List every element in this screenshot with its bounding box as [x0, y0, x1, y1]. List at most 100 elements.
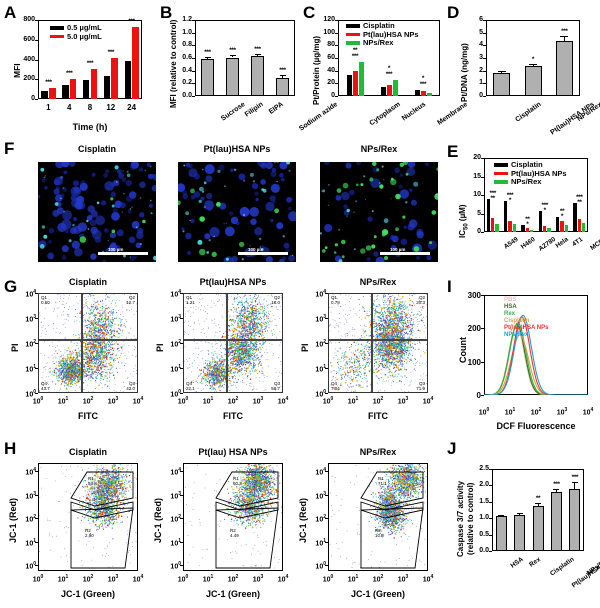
y-tick: 100: [25, 561, 36, 571]
x-tick: EIPA: [267, 101, 285, 116]
legend-label: NPs/Rex: [504, 332, 529, 338]
error-bar: [232, 54, 233, 58]
quadrant-label-q4: Q4 7.04: [331, 380, 340, 391]
significance-marker: ***: [45, 79, 52, 87]
bar: [49, 88, 56, 99]
legend-swatch-nps: [494, 171, 508, 175]
legend-label: Pt(lau)HSA NPs: [504, 325, 549, 331]
x-tick: H460: [519, 236, 537, 251]
y-tick: 5: [477, 209, 481, 217]
x-tick: 100: [177, 396, 189, 406]
x-tick: 101: [57, 396, 69, 406]
x-tick: 103: [556, 407, 568, 417]
y-tick-mark: [180, 293, 183, 294]
x-tick: 102: [82, 396, 94, 406]
panel-j-ylabel-line1: Caspase 3/7 activity: [456, 480, 465, 557]
x-tick: Cisplatin: [514, 101, 543, 124]
significance-marker: *: [421, 75, 425, 83]
legend-row: PBS: [504, 297, 548, 303]
micrograph-title: Pt(lau)HSA NPs: [203, 144, 271, 154]
y-tick: 400: [23, 55, 35, 63]
y-tick: 101: [315, 364, 326, 374]
x-tick: 8: [87, 103, 93, 112]
y-tick: 102: [25, 339, 36, 349]
y-tick-mark: [192, 45, 195, 47]
y-tick-mark: [335, 83, 338, 85]
bar: [103, 75, 111, 99]
y-tick: 120: [323, 16, 335, 23]
y-tick: 0.0: [479, 547, 489, 554]
x-tick: 24: [127, 103, 137, 112]
micrograph-image: 100 µm: [178, 162, 296, 262]
x-tick: Filipin: [243, 101, 265, 119]
quadrant-line-horizontal: [329, 339, 427, 341]
y-tick: 104: [25, 467, 36, 477]
y-tick: 0.2: [182, 79, 192, 87]
flow-ylabel: JC-1 (Red): [8, 497, 18, 543]
error-cap: [529, 64, 537, 66]
micrograph-title: NPs/Rex: [360, 144, 398, 154]
y-tick: 102: [315, 514, 326, 524]
error-bar: [257, 54, 258, 57]
significance-marker: ***: [571, 474, 579, 482]
quadrant-line-horizontal: [184, 339, 282, 341]
significance-marker: *: [508, 197, 512, 205]
quadrant-line-vertical: [81, 294, 83, 392]
panel-b-label: B: [160, 3, 173, 22]
y-tick-mark: [180, 368, 183, 369]
error-bar: [563, 35, 565, 42]
y-tick: 1.0: [479, 514, 489, 522]
x-tick: 104: [277, 574, 289, 584]
significance-marker: *: [560, 213, 564, 221]
y-tick-mark: [325, 318, 328, 319]
y-tick-mark: [489, 501, 492, 503]
x-tick: 12: [106, 103, 116, 112]
x-tick: Hela: [554, 236, 570, 250]
significance-marker: *: [526, 220, 529, 228]
quadrant-line-vertical: [371, 294, 373, 392]
x-tick: 4: [66, 103, 72, 112]
y-tick-mark: [325, 565, 328, 566]
y-tick-mark: [483, 45, 486, 47]
y-tick: 15: [473, 172, 481, 180]
error-bar: [555, 489, 557, 493]
y-tick-mark: [35, 494, 38, 496]
panel-e-legend: Cisplatin Pt(lau)HSA NPs NPs/Rex: [494, 161, 567, 187]
flow-plot-title: NPs/Rex: [359, 447, 397, 457]
legend-swatch-low: [50, 26, 64, 30]
y-tick: 102: [315, 339, 326, 349]
y-tick: 101: [170, 364, 181, 374]
panel-i-legend: PBS HSA Rex Cisplatin Pt(lau)HSA NPs NPs/Rex: [504, 297, 548, 339]
x-tick: 100: [177, 574, 189, 584]
y-tick-mark: [489, 534, 492, 536]
y-tick: 104: [170, 467, 181, 477]
y-tick-mark: [483, 32, 486, 34]
bar: [555, 217, 560, 232]
y-tick-mark: [325, 541, 328, 543]
y-tick: 100: [467, 357, 481, 367]
significance-marker: *: [387, 64, 391, 72]
y-tick-mark: [483, 58, 486, 59]
y-tick-mark: [180, 471, 183, 472]
y-tick: 0: [477, 228, 481, 235]
region-label-r1: R1 71.1: [377, 476, 388, 487]
y-tick: 20: [327, 79, 335, 87]
x-tick: 1: [46, 103, 51, 112]
y-tick-mark: [325, 471, 328, 472]
bar: [573, 203, 577, 232]
y-tick: 100: [323, 28, 335, 36]
bar: [90, 68, 98, 99]
x-tick: 104: [132, 574, 144, 584]
y-tick-mark: [35, 518, 38, 519]
y-tick: 0: [331, 92, 335, 99]
y-tick-mark: [192, 70, 195, 72]
legend-row: Pt(lau)HSA NPs: [504, 325, 548, 331]
y-tick: 40: [327, 66, 335, 74]
y-tick: 0: [476, 391, 481, 400]
significance-marker: **: [559, 208, 565, 216]
significance-marker: ***: [576, 194, 583, 202]
legend-label-nps: Pt(lau)HSA NPs: [363, 29, 419, 39]
significance-marker: ***: [279, 67, 286, 75]
y-tick: 200: [23, 75, 35, 83]
y-tick-mark: [180, 541, 183, 543]
